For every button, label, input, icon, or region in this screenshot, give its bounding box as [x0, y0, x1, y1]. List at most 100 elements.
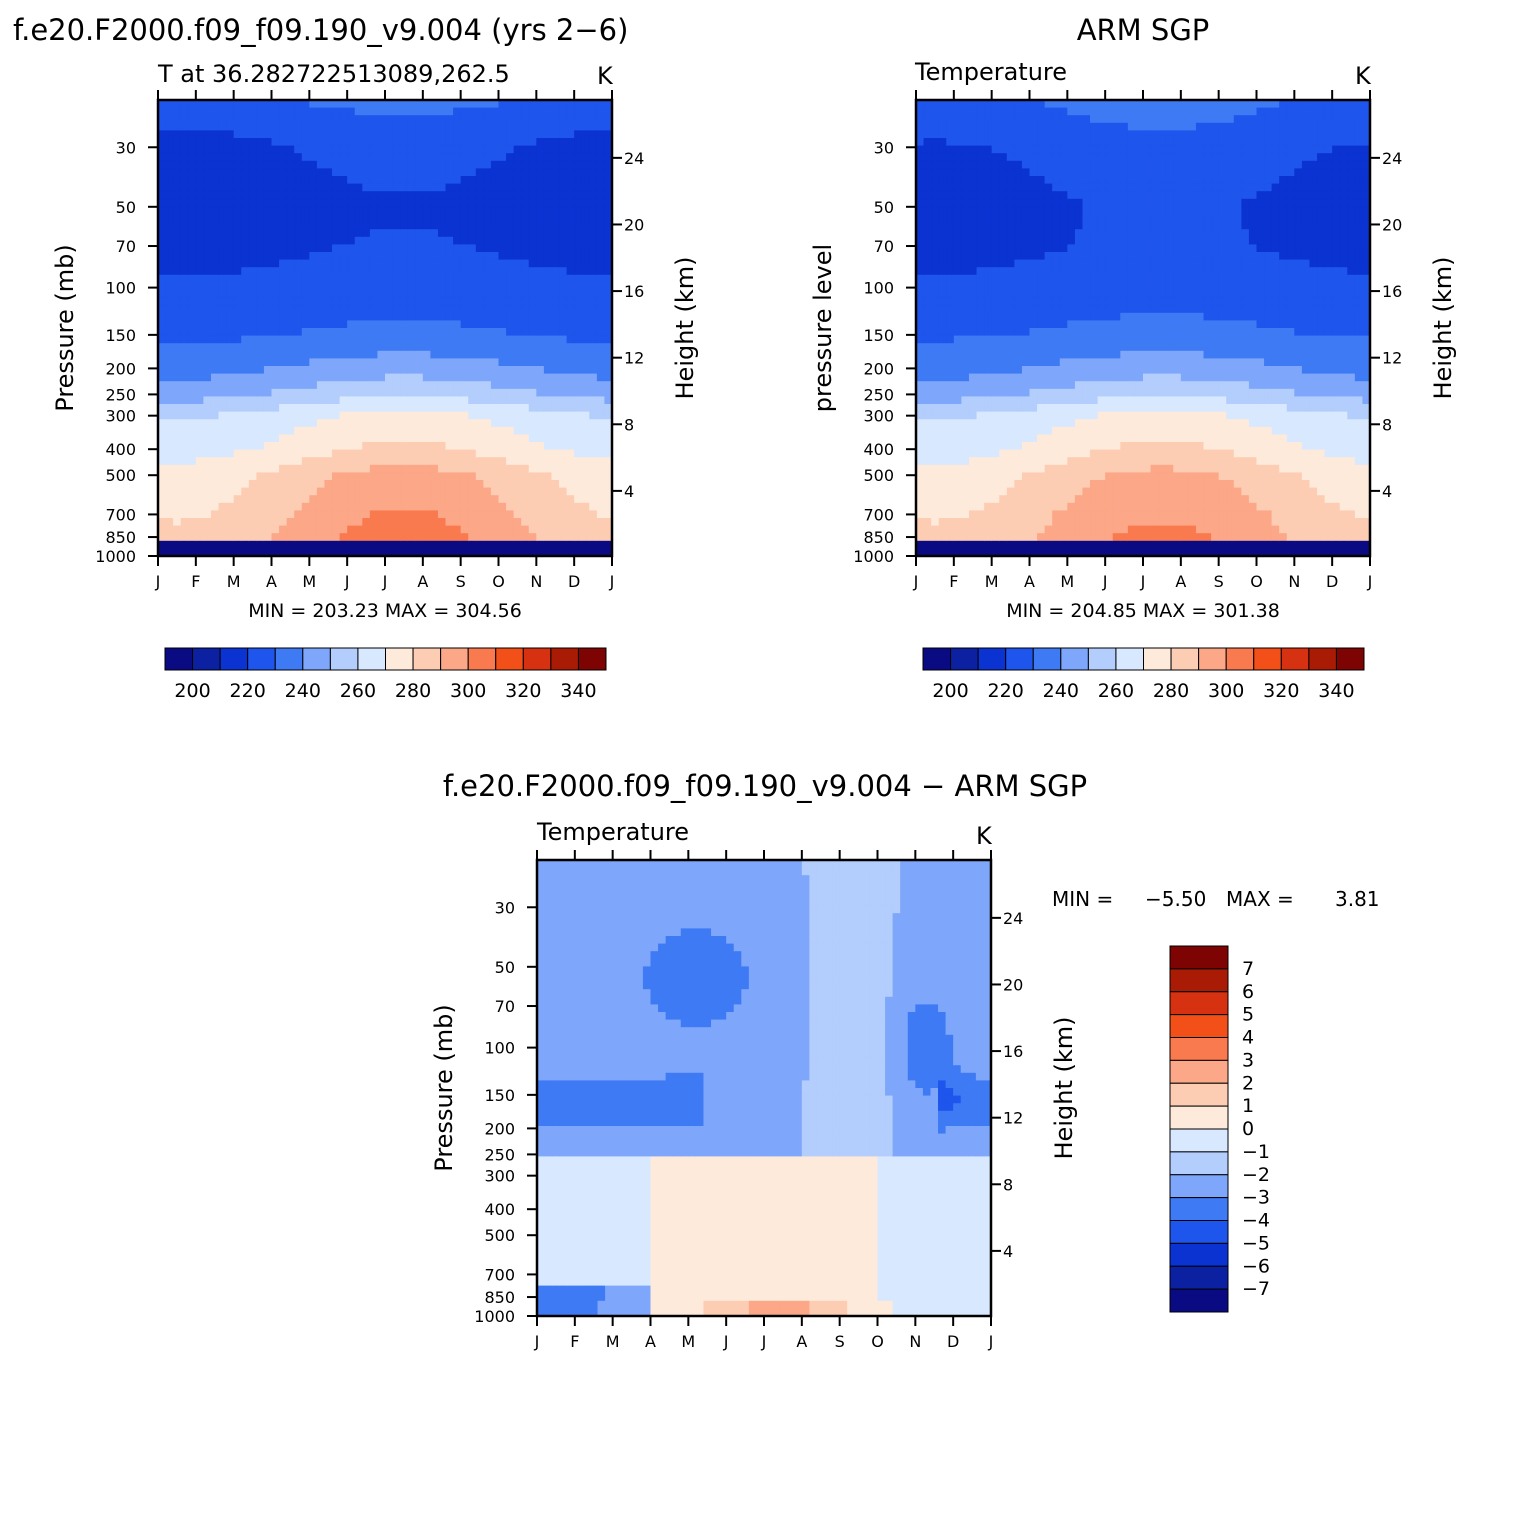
model-contour-cell	[180, 297, 189, 306]
model-contour-cell	[559, 115, 568, 124]
model-contour-cell	[294, 480, 303, 489]
model-contour-cell	[316, 495, 326, 504]
obs-contour-cell	[991, 495, 1000, 504]
model-contour-cell	[574, 540, 583, 549]
model-contour-cell	[483, 335, 492, 344]
obs-contour-cell	[938, 107, 947, 116]
model-contour-cell	[256, 449, 265, 458]
model-contour-cell	[195, 160, 204, 169]
model-contour-cell	[460, 297, 469, 306]
model-contour-cell	[596, 252, 606, 261]
model-contour-cell	[165, 411, 174, 420]
obs-contour-cell	[953, 373, 962, 382]
model-contour-cell	[369, 358, 379, 367]
obs-contour-cell	[1059, 442, 1068, 451]
obs-contour-cell	[1074, 145, 1084, 154]
model-contour-cell	[559, 502, 568, 511]
model-contour-cell	[241, 419, 250, 428]
model-contour-cell	[301, 244, 310, 253]
model-contour-cell	[498, 122, 507, 131]
model-contour-cell	[400, 236, 409, 245]
obs-contour-cell	[999, 214, 1008, 223]
model-contour-cell	[483, 442, 492, 451]
model-contour-cell	[180, 274, 189, 283]
model-contour-cell	[566, 411, 575, 420]
model-contour-cell	[536, 366, 545, 375]
model-contour-cell	[339, 130, 348, 139]
model-contour-cell	[596, 540, 606, 549]
model-contour-cell	[286, 221, 295, 230]
obs-contour-cell	[1014, 259, 1023, 268]
model-contour-cell	[248, 145, 257, 154]
obs-contour-cell	[1067, 350, 1076, 359]
model-contour-cell	[203, 100, 212, 109]
model-contour-cell	[286, 100, 295, 109]
model-contour-cell	[453, 290, 462, 299]
model-contour-cell	[188, 107, 197, 116]
model-contour-cell	[422, 115, 431, 124]
model-contour-cell	[286, 107, 295, 116]
model-contour-cell	[430, 122, 439, 131]
obs-contour-cell	[953, 282, 962, 291]
model-contour-cell	[309, 168, 318, 177]
obs-contour-cell	[1067, 533, 1076, 542]
obs-contour-cell	[1052, 305, 1061, 314]
model-contour-cell	[551, 244, 560, 253]
model-contour-cell	[528, 480, 537, 489]
model-contour-cell	[309, 464, 318, 473]
model-contour-cell	[498, 495, 507, 504]
obs-contour-cell	[946, 168, 955, 177]
model-contour-cell	[377, 153, 386, 162]
model-contour-cell	[415, 259, 424, 268]
obs-contour-cell	[916, 229, 925, 238]
model-contour-cell	[392, 252, 401, 261]
model-contour-cell	[377, 396, 386, 405]
model-contour-cell	[347, 107, 356, 116]
obs-contour-cell	[1037, 343, 1046, 352]
model-contour-cell	[263, 145, 273, 154]
obs-contour-cell	[999, 335, 1008, 344]
model-contour-cell	[218, 502, 227, 511]
model-contour-cell	[339, 160, 348, 169]
obs-contour-cell	[938, 343, 947, 352]
model-contour-cell	[226, 442, 235, 451]
model-contour-cell	[559, 153, 568, 162]
obs-contour-cell	[991, 115, 1000, 124]
model-contour-cell	[248, 191, 257, 200]
model-contour-cell	[566, 115, 575, 124]
model-contour-cell	[581, 533, 590, 542]
obs-contour-cell	[923, 358, 932, 367]
obs-contour-cell	[1006, 343, 1015, 352]
model-contour-cell	[521, 198, 530, 207]
model-contour-cell	[437, 350, 447, 359]
model-contour-cell	[347, 259, 356, 268]
model-contour-cell	[437, 138, 447, 147]
obs-contour-cell	[961, 366, 970, 375]
model-contour-cell	[332, 434, 341, 443]
obs-contour-cell	[923, 153, 932, 162]
model-contour-cell	[203, 366, 212, 375]
model-contour-cell	[422, 381, 431, 390]
obs-contour-cell	[1029, 122, 1038, 131]
model-title: f.e20.F2000.f09_f09.190_v9.004 (yrs 2−6)	[13, 13, 628, 47]
model-contour-cell	[445, 343, 454, 352]
model-contour-cell	[286, 472, 295, 481]
model-contour-cell	[407, 540, 416, 549]
model-contour-cell	[180, 290, 189, 299]
model-contour-cell	[566, 183, 575, 192]
model-contour-cell	[279, 343, 288, 352]
obs-contour-cell	[961, 282, 970, 291]
model-contour-cell	[385, 480, 394, 489]
model-contour-cell	[263, 297, 273, 306]
model-contour-cell	[165, 221, 174, 230]
model-contour-cell	[309, 350, 318, 359]
model-contour-cell	[521, 419, 530, 428]
model-contour-cell	[407, 366, 416, 375]
model-contour-cell	[286, 252, 295, 261]
model-contour-cell	[339, 191, 348, 200]
model-contour-cell	[294, 229, 303, 238]
model-contour-cell	[263, 502, 273, 511]
model-contour-cell	[596, 388, 606, 397]
model-contour-cell	[339, 540, 348, 549]
model-contour-cell	[180, 107, 189, 116]
